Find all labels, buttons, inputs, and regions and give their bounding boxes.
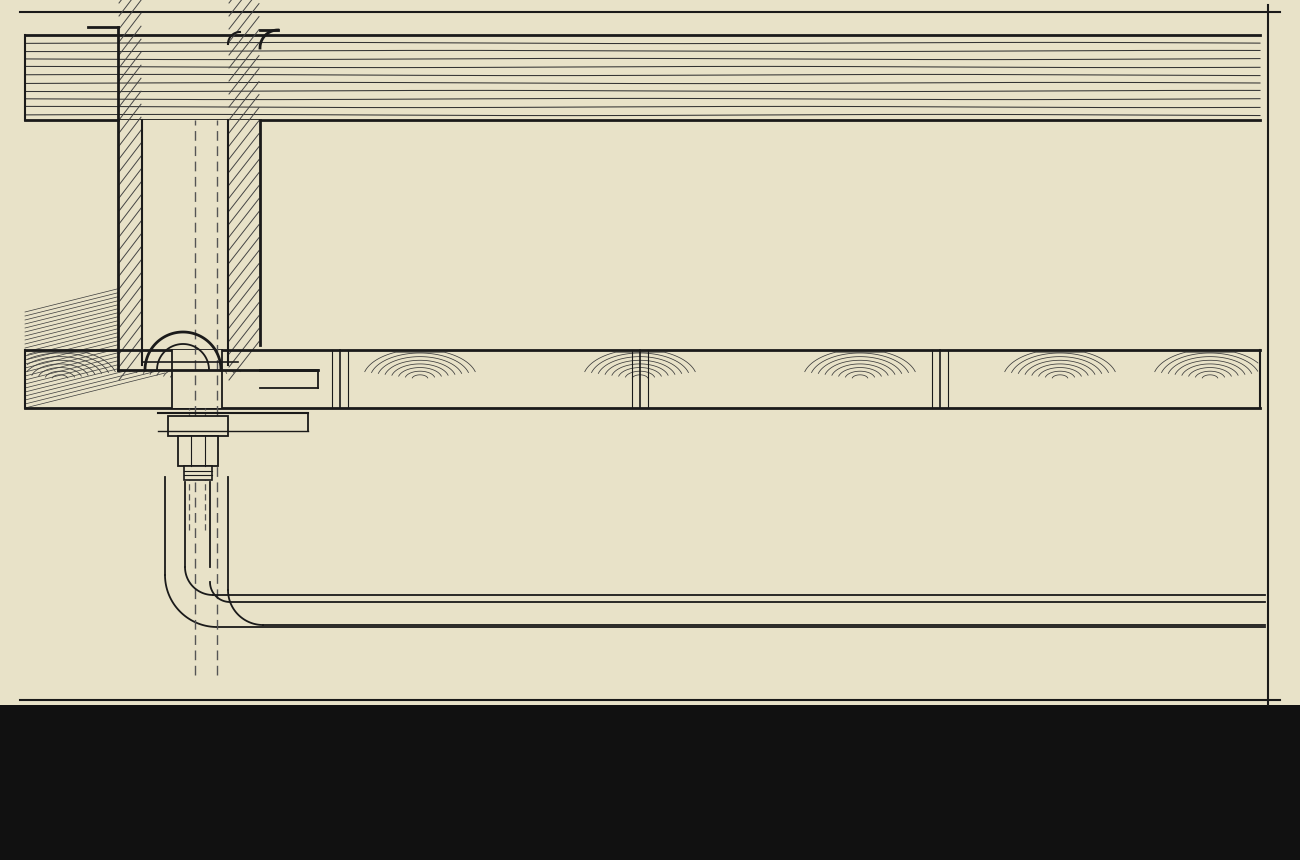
Bar [227, 120, 260, 370]
Bar [118, 120, 142, 370]
Bar [118, 120, 142, 370]
Bar [142, 120, 227, 370]
Bar [25, 350, 1260, 408]
Bar [0, 0, 1300, 705]
Bar [178, 436, 218, 466]
Bar [227, 120, 260, 370]
Bar [185, 466, 212, 480]
Bar [168, 416, 228, 436]
Bar [25, 350, 179, 408]
Bar [172, 350, 222, 408]
Bar [0, 705, 1300, 860]
Bar [25, 35, 1260, 120]
